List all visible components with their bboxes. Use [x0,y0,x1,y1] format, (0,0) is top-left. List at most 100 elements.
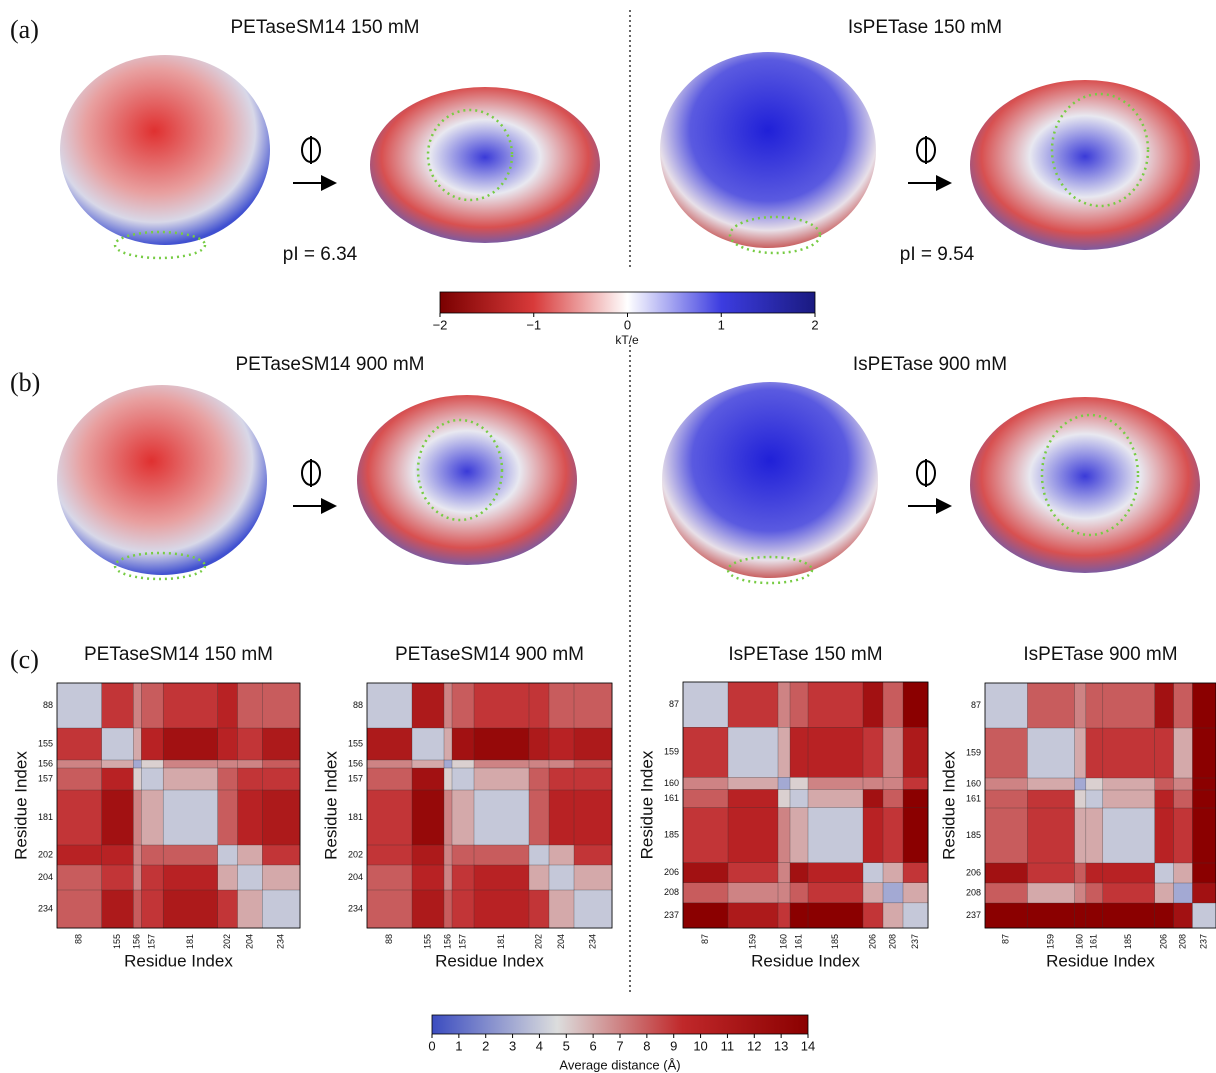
heatmap-cell [529,760,549,768]
heatmap-cell [790,682,808,727]
heatmap-cell [102,760,134,768]
heatmap-cell [1086,863,1103,883]
heatmap-cell [238,890,263,928]
panel-title: PETaseSM14 900 mM [235,354,424,375]
heatmap-cell [163,865,218,890]
heatmap-cell [1192,883,1216,903]
heatmap-cell [262,865,300,890]
heatmap-cell [57,683,102,728]
heatmap-cell [683,727,728,778]
heatmap-cell [903,789,928,807]
heatmap-cell [1155,883,1174,903]
heatmap-cell [141,890,163,928]
heatmap-cell [778,808,790,864]
heatmap-cell [574,890,612,928]
colorbar-label: kT/e [615,333,639,347]
heatmap-cell [1174,808,1193,863]
heatmap-cell [1075,883,1087,903]
heatmap-cell [790,863,808,883]
heatmap-cell [1174,778,1193,790]
heatmap-cell [1103,808,1155,863]
heatmap-cell [1155,728,1174,778]
heatmap-cell [883,789,903,807]
heatmap-cell [262,790,300,845]
heatmap-cell [1086,883,1103,903]
heatmap-cell [808,727,863,778]
heatmap-title: IsPETase 150 mM [728,644,882,665]
y-tick-label: 159 [664,747,679,757]
y-tick-label: 237 [966,910,981,920]
heatmap-cell [728,863,778,883]
x-tick-label: 161 [793,934,803,949]
heatmap-cell [57,760,102,768]
y-axis-label: Residue Index [939,751,958,860]
heatmap-cell [133,683,141,728]
heatmap-cell [1174,883,1193,903]
x-tick-label: 204 [244,934,254,949]
heatmap-cell [57,790,102,845]
heatmap-cell [1174,683,1193,728]
heatmap-cell [985,808,1028,863]
heatmap-cell [1075,790,1087,808]
heatmap-cell [238,790,263,845]
y-tick-label: 157 [38,773,53,783]
heatmap-cell [238,728,263,760]
y-tick-label: 208 [966,887,981,897]
heatmap-cell [102,790,134,845]
heatmap-cell [133,790,141,845]
y-axis-label: Residue Index [321,751,340,860]
heatmap-cell [728,789,778,807]
colorbar-tick-label: 1 [455,1038,462,1053]
figure: (a) PETaseSM14 150 mM IsPETase 150 mM pI… [0,0,1216,1073]
y-tick-label: 185 [966,830,981,840]
panel-label: (a) [10,15,39,44]
x-tick-label: 155 [422,934,432,949]
heatmap-cell [163,890,218,928]
x-axis-label: Residue Index [124,951,233,970]
heatmap-cell [1027,778,1074,790]
y-tick-label: 87 [669,699,679,709]
heatmap-cell [778,903,790,928]
heatmap-cell [1103,903,1155,928]
x-axis-label: Residue Index [751,951,860,970]
heatmap-cell [683,682,728,727]
heatmap-cell [141,790,163,845]
y-tick-label: 160 [966,778,981,788]
y-tick-label: 159 [966,747,981,757]
y-tick-label: 87 [971,700,981,710]
heatmap-cell [1027,883,1074,903]
heatmap-cell [883,863,903,883]
x-tick-label: 159 [747,934,757,949]
heatmap-cell [529,890,549,928]
y-tick-label: 161 [664,793,679,803]
heatmap-cell [1075,808,1087,863]
heatmap-cell [574,790,612,845]
heatmap-cell [1155,808,1174,863]
heatmap [57,683,300,928]
heatmap-cell [57,728,102,760]
y-tick-label: 88 [353,700,363,710]
x-tick-label: 234 [276,934,286,949]
heatmap-cell [790,789,808,807]
y-tick-label: 181 [348,812,363,822]
colorbar-tick-label: 14 [801,1038,815,1053]
heatmap-cell [1086,683,1103,728]
heatmap-cell [863,727,883,778]
y-tick-label: 234 [348,903,363,913]
x-tick-label: 202 [533,934,543,949]
y-tick-label: 185 [664,829,679,839]
heatmap-cell [683,789,728,807]
heatmap-cell [808,863,863,883]
heatmap-cell [474,865,529,890]
heatmap-title: PETaseSM14 900 mM [395,644,584,665]
heatmap-cell [903,863,928,883]
heatmap-cell [529,845,549,865]
x-tick-label: 234 [587,934,597,949]
heatmap-cell [444,760,452,768]
heatmap-cell [808,903,863,928]
heatmap-cell [1103,778,1155,790]
heatmap-cell [367,728,412,760]
heatmap-cell [1155,778,1174,790]
heatmap-cell [683,808,728,864]
panel-label: (c) [10,645,39,674]
